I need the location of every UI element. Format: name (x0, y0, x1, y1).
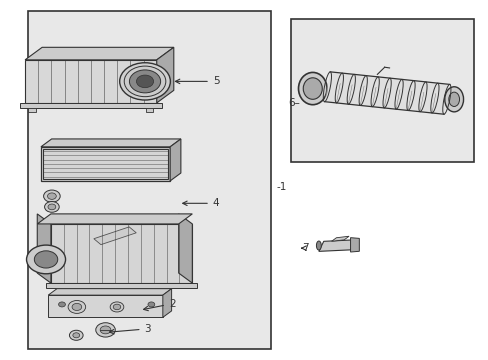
Polygon shape (157, 47, 173, 103)
Text: 7: 7 (301, 243, 308, 253)
Text: -1: -1 (276, 182, 286, 192)
Circle shape (136, 75, 153, 88)
Polygon shape (46, 283, 197, 288)
Polygon shape (94, 227, 136, 245)
Circle shape (124, 66, 165, 97)
Ellipse shape (444, 87, 463, 112)
Circle shape (59, 302, 65, 307)
Polygon shape (163, 289, 171, 318)
Bar (43, 149, 167, 179)
Polygon shape (20, 103, 161, 108)
Circle shape (68, 301, 85, 314)
Circle shape (48, 204, 56, 210)
Circle shape (69, 330, 83, 340)
Circle shape (43, 190, 60, 202)
Polygon shape (170, 139, 181, 181)
Polygon shape (41, 139, 181, 147)
Ellipse shape (303, 78, 322, 99)
Text: 5: 5 (175, 76, 219, 86)
Polygon shape (41, 147, 170, 181)
Polygon shape (331, 236, 348, 241)
Circle shape (44, 202, 59, 212)
Polygon shape (48, 295, 163, 318)
Circle shape (96, 323, 115, 337)
Polygon shape (48, 289, 171, 295)
Polygon shape (350, 238, 359, 252)
Ellipse shape (298, 72, 326, 105)
Circle shape (113, 304, 121, 310)
Ellipse shape (316, 241, 321, 250)
Polygon shape (25, 47, 173, 60)
Circle shape (34, 251, 58, 268)
Polygon shape (318, 240, 355, 251)
Polygon shape (51, 224, 192, 283)
Bar (290, 19, 473, 162)
Circle shape (47, 193, 56, 199)
Circle shape (72, 303, 81, 310)
Text: 2: 2 (143, 299, 175, 311)
Ellipse shape (448, 92, 459, 107)
Bar (28, 108, 36, 112)
Text: 4: 4 (183, 198, 219, 208)
Circle shape (129, 70, 160, 93)
Bar (145, 108, 153, 112)
Circle shape (26, 245, 65, 274)
Circle shape (73, 333, 80, 338)
Bar (27, 12, 271, 348)
Text: 6–: 6– (288, 98, 300, 108)
Circle shape (110, 302, 123, 312)
Polygon shape (324, 72, 449, 114)
Polygon shape (178, 214, 192, 283)
Polygon shape (37, 214, 192, 224)
Polygon shape (25, 60, 157, 103)
Circle shape (100, 326, 111, 334)
Polygon shape (37, 214, 51, 283)
Circle shape (148, 302, 155, 307)
Text: 3: 3 (109, 324, 151, 334)
Circle shape (120, 63, 170, 100)
